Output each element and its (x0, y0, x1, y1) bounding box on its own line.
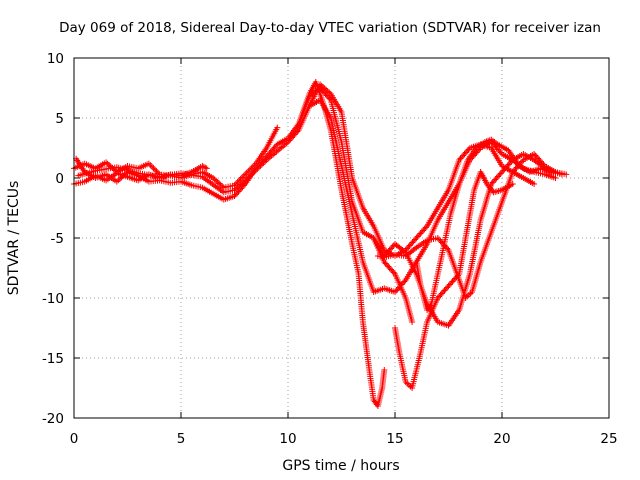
y-tick-label: 5 (55, 111, 64, 127)
series-markers (295, 85, 416, 325)
series-markers (392, 169, 516, 391)
data-series (71, 79, 570, 409)
y-tick-label: -10 (42, 291, 64, 307)
x-tick-label: 10 (279, 431, 296, 447)
y-tick-label: -20 (42, 411, 64, 427)
grid-lines (74, 58, 609, 418)
plot-frame (73, 57, 610, 419)
y-tick-label: -15 (42, 351, 64, 367)
y-axis-label: SDTVAR / TECUs (6, 181, 22, 296)
chart-title: Day 069 of 2018, Sidereal Day-to-day VTE… (59, 20, 601, 36)
x-tick-label: 20 (493, 431, 510, 447)
x-axis-label: GPS time / hours (282, 458, 399, 474)
series-track10 (413, 136, 565, 313)
x-tick-label: 15 (386, 431, 403, 447)
x-tick-label: 0 (70, 431, 79, 447)
y-tick-label: 0 (55, 171, 64, 187)
series-track9 (370, 151, 559, 329)
x-tick-label: 5 (177, 431, 186, 447)
series-markers (413, 136, 565, 313)
series-markers (306, 81, 538, 259)
series-track6 (306, 81, 538, 259)
y-tick-label: 10 (47, 51, 64, 67)
tick-labels: 0 5 10 15 20 25 -20 -15 -10 -5 0 5 10 (42, 51, 618, 447)
y-tick-label: -5 (51, 231, 64, 247)
x-tick-label: 25 (600, 431, 617, 447)
